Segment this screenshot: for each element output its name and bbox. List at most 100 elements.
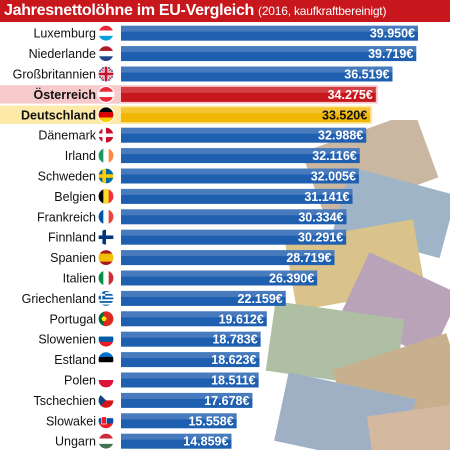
bar — [121, 66, 393, 82]
value-label: 19.612€ — [219, 312, 264, 326]
bar-gloss — [121, 229, 347, 236]
category-label: Portugal — [49, 312, 96, 326]
bar-row: Luxemburg 39.950€ — [33, 24, 418, 42]
bar-gloss — [121, 352, 260, 359]
bar-gloss — [121, 107, 371, 114]
flag-si-icon — [97, 330, 115, 348]
bar — [121, 372, 259, 388]
category-label: Großbritannien — [13, 68, 96, 82]
bar — [121, 127, 367, 143]
value-label: 36.519€ — [344, 68, 389, 82]
value-label: 31.141€ — [304, 190, 349, 204]
bar — [121, 25, 418, 41]
bar-row: Slowenien 18.783€ — [38, 330, 261, 348]
value-label: 18.511€ — [211, 374, 256, 388]
value-label: 18.783€ — [212, 333, 257, 347]
bar-row: Niederlande 39.719€ — [29, 44, 417, 63]
bar-row: Deutschland 33.520€ — [0, 105, 373, 124]
bar-row: Schweden 32.005€ — [38, 167, 359, 185]
category-label: Slowakei — [46, 414, 96, 428]
bar — [121, 209, 347, 225]
value-label: 32.005€ — [311, 170, 356, 184]
bar-gloss — [121, 372, 259, 379]
bar-gloss — [121, 270, 318, 277]
bar-gloss — [121, 168, 359, 175]
value-label: 39.719€ — [368, 47, 413, 61]
category-label: Niederlande — [29, 47, 96, 61]
bar-gloss — [121, 66, 393, 73]
value-label: 14.859€ — [183, 435, 228, 449]
bar — [121, 86, 376, 102]
value-label: 30.334€ — [298, 210, 343, 224]
bar-row: Österreich 34.275€ — [0, 85, 378, 104]
flag-de-icon — [97, 106, 115, 124]
bar — [121, 352, 260, 368]
category-label: Italien — [63, 272, 96, 286]
bar — [121, 250, 335, 266]
flag-lu-icon — [97, 24, 115, 42]
bar-gloss — [121, 433, 232, 440]
bar-row: Irland 32.116€ — [65, 147, 360, 165]
category-label: Dänemark — [38, 129, 96, 143]
flag-dk-icon — [97, 126, 115, 144]
chart-title-bar: Jahresnettolöhne im EU-Vergleich (2016, … — [0, 0, 450, 22]
category-label: Tschechien — [33, 394, 96, 408]
flag-fi-icon — [97, 228, 115, 246]
bar-gloss — [121, 86, 376, 93]
category-label: Estland — [54, 353, 96, 367]
bar-row: Slowakei 15.558€ — [46, 412, 237, 430]
bar-row: Portugal 19.612€ — [49, 310, 267, 328]
bar — [121, 433, 232, 449]
value-label: 34.275€ — [328, 88, 373, 102]
bar-row: Finnland 30.291€ — [48, 228, 347, 246]
bar — [121, 46, 417, 62]
bar-gloss — [121, 413, 237, 420]
bar-row: Spanien 28.719€ — [50, 249, 335, 267]
bar-row: Dänemark 32.988€ — [38, 126, 367, 144]
bar — [121, 270, 318, 286]
bar-row: Polen 18.511€ — [64, 371, 259, 389]
flag-se-icon — [97, 167, 115, 185]
value-label: 30.291€ — [298, 231, 343, 245]
bar-gloss — [121, 148, 360, 155]
flag-gb-icon — [97, 65, 115, 83]
bar — [121, 413, 237, 429]
bar — [121, 229, 347, 245]
flag-nl-icon — [97, 44, 115, 63]
bar-row: Frankreich 30.334€ — [37, 208, 347, 226]
flag-ie-icon — [97, 147, 115, 165]
bar-gloss — [121, 250, 335, 257]
value-label: 17.678€ — [204, 394, 249, 408]
bar-gloss — [121, 392, 253, 399]
flag-cz-icon — [97, 391, 115, 409]
category-label: Österreich — [33, 87, 96, 102]
flag-fr-icon — [97, 208, 115, 226]
value-label: 28.719€ — [286, 251, 331, 265]
bar — [121, 188, 353, 204]
bar-gloss — [121, 127, 367, 134]
chart-subtitle: (2016, kaufkraftbereinigt) — [258, 4, 387, 18]
category-label: Ungarn — [55, 435, 96, 449]
bar-gloss — [121, 188, 353, 195]
bar-gloss — [121, 331, 261, 338]
category-label: Griechenland — [22, 292, 96, 306]
value-label: 39.950€ — [370, 27, 415, 41]
bar — [121, 148, 360, 164]
bar-row: Italien 26.390€ — [63, 269, 318, 287]
bar — [121, 311, 267, 327]
bar-row: Belgien 31.141€ — [54, 187, 353, 205]
value-label: 33.520€ — [322, 108, 367, 122]
value-label: 32.116€ — [312, 149, 357, 163]
bar — [121, 168, 359, 184]
bar-row: Ungarn 14.859€ — [55, 432, 232, 450]
bar — [121, 107, 371, 123]
category-label: Polen — [64, 374, 96, 388]
flag-it-icon — [97, 269, 115, 287]
bar-row: Estland 18.623€ — [54, 351, 260, 369]
flag-ee-icon — [97, 351, 115, 369]
value-label: 32.988€ — [318, 129, 363, 143]
flag-pl-icon — [97, 371, 115, 389]
value-label: 18.623€ — [211, 353, 256, 367]
bar-gloss — [121, 311, 267, 318]
